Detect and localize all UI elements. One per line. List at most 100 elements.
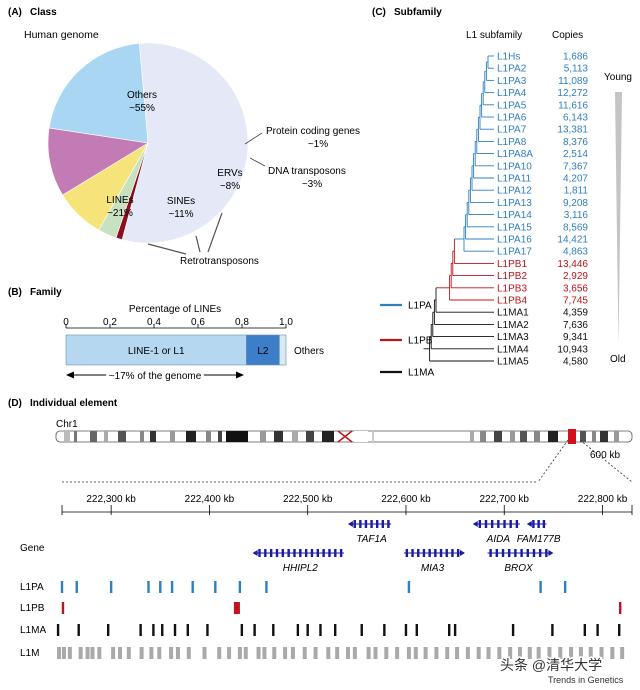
gene-exon bbox=[439, 549, 443, 557]
legend-label-l1pb: L1PB bbox=[408, 336, 433, 347]
subfamily-name: L1PA8A bbox=[497, 149, 533, 160]
gene-exon bbox=[537, 520, 540, 528]
gene-name: AIDA bbox=[486, 534, 511, 545]
subfamily-copies: 6,143 bbox=[563, 113, 588, 124]
element-mark bbox=[106, 624, 110, 636]
element-mark bbox=[434, 647, 439, 659]
genome-note: ~17% of the genome bbox=[109, 371, 202, 382]
element-mark bbox=[319, 624, 322, 636]
ideogram-band bbox=[226, 431, 248, 442]
pie-pct-sines: ~11% bbox=[168, 209, 193, 220]
element-mark bbox=[111, 647, 116, 659]
panel-c-label: (C) bbox=[372, 7, 386, 18]
subfamily-copies: 14,421 bbox=[557, 235, 588, 246]
family-tick-label: 0.6 bbox=[191, 317, 205, 328]
pie-heading: Human genome bbox=[24, 29, 99, 41]
element-mark bbox=[157, 647, 162, 659]
ideogram-band bbox=[218, 431, 222, 442]
element-mark bbox=[423, 647, 428, 659]
element-mark bbox=[152, 624, 155, 636]
gene-exon bbox=[328, 549, 331, 557]
zoom-line-right bbox=[579, 439, 633, 483]
ideogram-band bbox=[510, 431, 515, 442]
family-label-l2: L2 bbox=[257, 346, 269, 357]
element-mark bbox=[618, 624, 621, 636]
element-mark bbox=[161, 624, 164, 636]
ideogram-band bbox=[322, 431, 334, 442]
ideogram-band bbox=[292, 431, 298, 442]
genome-note-arrow-left bbox=[66, 371, 74, 379]
pie-retro-label: Retrotransposons bbox=[180, 256, 259, 267]
gene-exon bbox=[542, 520, 546, 528]
element-tracks: L1PA L1PB L1MA L1M bbox=[20, 581, 625, 659]
subfamily-name: L1PA5 bbox=[497, 100, 527, 111]
subfamily-name: L1PA15 bbox=[497, 222, 532, 233]
gene-exon bbox=[417, 549, 420, 557]
watermark: 头条 @清华大学 bbox=[500, 657, 602, 673]
element-mark bbox=[186, 624, 189, 636]
subfamily-copies: 4,207 bbox=[563, 174, 588, 185]
element-mark bbox=[407, 581, 411, 593]
chromosome-ideogram bbox=[55, 429, 633, 444]
pie-slice-sines bbox=[47, 127, 149, 196]
subfamily-name: L1PB1 bbox=[497, 259, 527, 270]
ideogram-band bbox=[548, 431, 558, 442]
subfamily-name: L1PA4 bbox=[497, 88, 527, 99]
element-mark bbox=[366, 647, 371, 659]
gene-exon bbox=[515, 520, 519, 528]
panel-a-title: Class bbox=[30, 7, 57, 18]
ideogram-band bbox=[274, 431, 283, 442]
gene-exon bbox=[281, 549, 285, 557]
panel-a-label: (A) bbox=[8, 7, 22, 18]
zoom-line-left bbox=[537, 439, 569, 483]
gene-name: MIA3 bbox=[421, 563, 445, 574]
element-mark bbox=[75, 581, 78, 593]
pie-slice-others bbox=[121, 42, 249, 244]
family-tick-label: 0 bbox=[63, 317, 69, 328]
subfamily-copies: 8,376 bbox=[563, 137, 588, 148]
gene-exon bbox=[339, 549, 343, 557]
subfamily-copies: 4,863 bbox=[563, 247, 588, 258]
ideogram-band bbox=[186, 431, 196, 442]
element-mark bbox=[551, 624, 554, 636]
element-mark bbox=[620, 647, 625, 659]
ideogram-band bbox=[354, 431, 368, 442]
subfamily-name: L1PA11 bbox=[497, 174, 532, 185]
gene-exon bbox=[484, 520, 488, 528]
element-mark bbox=[60, 581, 64, 593]
ideogram-band bbox=[372, 431, 374, 442]
element-mark bbox=[214, 581, 217, 593]
kb-tick-label: 222,700 kb bbox=[479, 494, 529, 505]
ideogram-band bbox=[600, 431, 608, 442]
legend-label-l1ma: L1MA bbox=[408, 368, 434, 379]
family-segment-others bbox=[279, 334, 287, 366]
element-mark bbox=[56, 624, 60, 636]
subfamily-copies: 12,272 bbox=[557, 88, 588, 99]
element-mark bbox=[360, 624, 363, 636]
col-header-subfamily: L1 subfamily bbox=[466, 30, 522, 41]
subfamily-name: L1PB4 bbox=[497, 296, 527, 307]
subfamily-legend: L1PA L1PB L1MA bbox=[380, 301, 434, 379]
element-mark bbox=[206, 624, 209, 636]
family-bar: LINE-1 or L1 L2 Others bbox=[65, 334, 324, 366]
gene-exon bbox=[545, 549, 548, 557]
element-mark bbox=[578, 647, 583, 659]
gene-exon bbox=[478, 520, 482, 528]
ideogram-band bbox=[90, 431, 97, 442]
subfamily-copies: 3,656 bbox=[563, 283, 588, 294]
ideogram-band bbox=[260, 431, 266, 442]
gene-exon bbox=[495, 549, 499, 557]
element-mark bbox=[202, 647, 207, 659]
family-label-l1: LINE-1 or L1 bbox=[128, 346, 185, 357]
gene-exon bbox=[310, 549, 314, 557]
ideogram-band bbox=[150, 431, 156, 442]
gene-exon bbox=[514, 549, 517, 557]
family-label-others: Others bbox=[294, 346, 324, 357]
subfamily-name: L1MA2 bbox=[497, 320, 529, 331]
gene-name: BROX bbox=[504, 563, 533, 574]
kb-tick-label: 222,500 kb bbox=[283, 494, 333, 505]
gene-exon bbox=[490, 520, 494, 528]
ideogram-band bbox=[118, 431, 126, 442]
subfamily-copies: 2,929 bbox=[563, 271, 588, 282]
subfamily-name: L1PA8 bbox=[497, 137, 527, 148]
